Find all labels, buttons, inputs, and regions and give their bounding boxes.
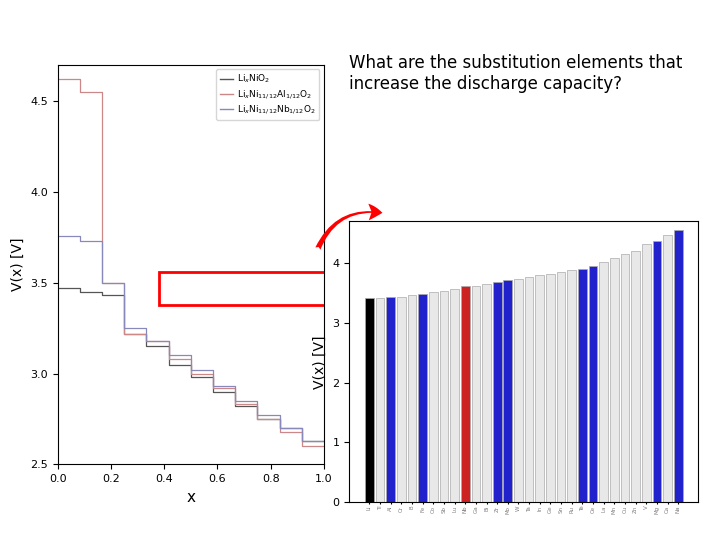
Bar [621, 254, 629, 502]
Bar [578, 268, 587, 502]
Bar [610, 259, 618, 502]
Bar [589, 266, 598, 502]
Bar [557, 272, 565, 502]
Bar [503, 280, 512, 502]
Bar [567, 271, 576, 502]
Bar [536, 275, 544, 502]
Bar [450, 289, 459, 502]
Bar [472, 286, 480, 502]
Bar [408, 295, 416, 502]
Bar [652, 240, 661, 502]
Bar [599, 262, 608, 502]
Bar [461, 286, 469, 502]
Y-axis label: V(x) [V]: V(x) [V] [11, 238, 24, 292]
Bar [440, 291, 449, 502]
Bar [631, 251, 640, 502]
Bar [642, 244, 651, 502]
Bar [546, 274, 555, 502]
Bar [482, 284, 491, 502]
Bar [514, 279, 523, 502]
Bar [397, 296, 406, 502]
Text: What are the substitution elements that
increase the discharge capacity?: What are the substitution elements that … [349, 54, 683, 93]
Y-axis label: V(x) [V]: V(x) [V] [312, 335, 327, 389]
Bar [387, 296, 395, 502]
Bar [492, 282, 502, 502]
Bar [663, 234, 672, 502]
Legend: Li$_x$NiO$_2$, Li$_x$Ni$_{11/12}$Al$_{1/12}$O$_2$, Li$_x$Ni$_{11/12}$Nb$_{1/12}$: Li$_x$NiO$_2$, Li$_x$Ni$_{11/12}$Al$_{1/… [216, 69, 320, 120]
Bar [429, 292, 438, 502]
X-axis label: x: x [186, 490, 195, 505]
Bar [674, 231, 683, 502]
Bar [376, 298, 384, 502]
Bar [159, 272, 329, 305]
Bar [418, 294, 427, 502]
Bar [525, 277, 534, 502]
Bar [365, 298, 374, 502]
